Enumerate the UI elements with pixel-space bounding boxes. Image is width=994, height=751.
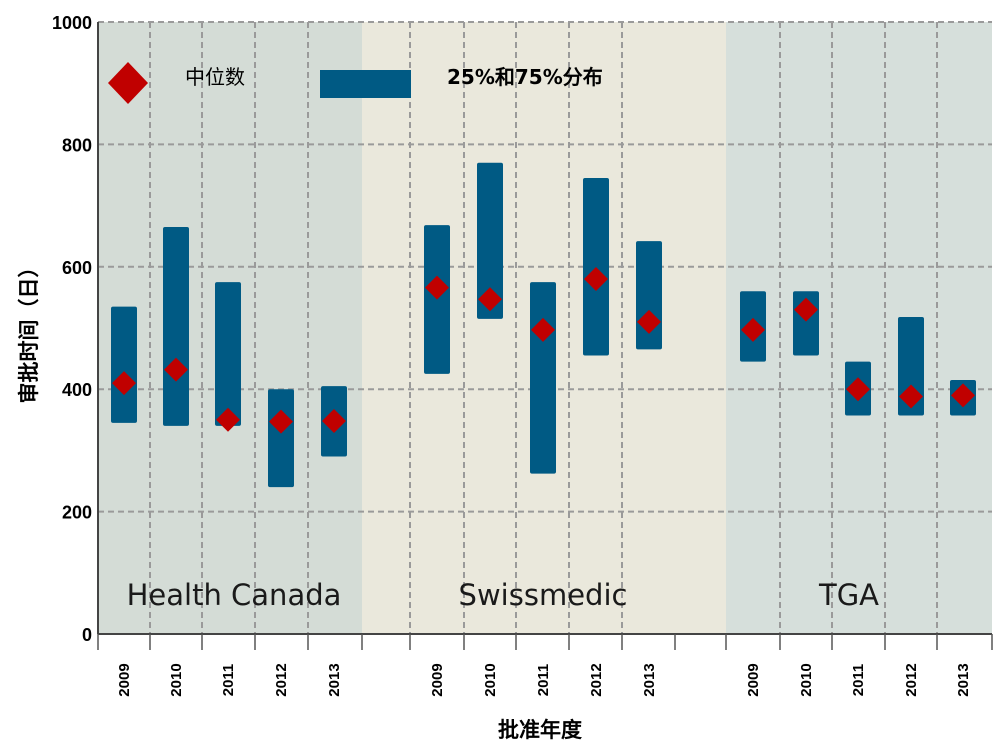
legend: 中位数 25%和75%分布 — [108, 62, 603, 104]
y-tick-label: 1000 — [52, 13, 92, 33]
x-tick-label: 2010 — [798, 663, 815, 696]
median-diamond — [216, 407, 240, 432]
x-tick-label: 2009 — [745, 663, 762, 696]
x-axis-title: 批准年度 — [498, 717, 582, 742]
legend-bar-icon — [320, 70, 411, 98]
x-tick-label: 2012 — [273, 663, 290, 696]
iqr-bar — [530, 282, 556, 474]
y-tick-label: 200 — [62, 503, 92, 523]
panel-3 — [726, 22, 992, 634]
y-tick-label: 0 — [82, 625, 92, 645]
median-diamond — [425, 275, 449, 300]
legend-median-diamond-icon — [108, 62, 148, 104]
iqr-bar — [111, 306, 137, 423]
y-axis-title: 审批时间（日） — [16, 257, 41, 404]
x-tick-label: 2009 — [116, 663, 133, 696]
median-diamond — [794, 297, 818, 322]
median-diamond — [531, 317, 555, 342]
group-label: TGA — [818, 578, 879, 612]
iqr-bar — [268, 389, 294, 488]
x-tick-label: 2011 — [535, 664, 552, 697]
iqr-bar — [477, 162, 503, 319]
y-tick-label: 800 — [62, 135, 92, 155]
x-tick-label: 2012 — [903, 663, 920, 696]
x-tick-label: 2011 — [850, 664, 867, 697]
x-tick-label: 2010 — [482, 663, 499, 696]
x-tick-label: 2013 — [955, 663, 972, 696]
median-diamond — [584, 267, 608, 292]
iqr-bar — [898, 316, 924, 416]
x-tick-label: 2013 — [326, 663, 343, 696]
median-diamond — [846, 377, 870, 402]
legend-median-label: 中位数 — [185, 65, 245, 89]
group-label: Health Canada — [127, 578, 342, 612]
median-diamond — [112, 371, 136, 396]
median-diamond — [637, 309, 661, 334]
legend-bar-label: 25%和75%分布 — [447, 65, 603, 89]
group-label: Swissmedic — [459, 578, 628, 612]
x-tick-label: 2011 — [220, 664, 237, 697]
median-diamond — [269, 409, 293, 434]
iqr-bar — [163, 227, 189, 426]
median-diamond — [741, 317, 765, 342]
median-diamond — [899, 384, 923, 409]
x-tick-label: 2010 — [168, 663, 185, 696]
x-tick-label: 2009 — [429, 663, 446, 696]
x-tick-label: 2013 — [641, 663, 658, 696]
median-markers — [112, 267, 975, 434]
iqr-bar — [583, 178, 609, 356]
gridlines — [97, 21, 993, 650]
group-labels: Health Canada Swissmedic TGA — [127, 578, 880, 612]
x-tick-label: 2012 — [588, 663, 605, 696]
iqr-bar — [215, 282, 241, 426]
y-tick-label: 600 — [62, 258, 92, 278]
median-diamond — [951, 383, 975, 408]
y-tick-labels: 0 200 400 600 800 1000 — [52, 13, 92, 645]
median-diamond — [164, 357, 188, 382]
median-diamond — [478, 287, 502, 312]
y-tick-label: 400 — [62, 380, 92, 400]
median-diamond — [322, 409, 346, 434]
x-tick-labels: 2009 2010 2011 2012 2013 2009 2010 2011 2012 2013… — [116, 663, 972, 696]
